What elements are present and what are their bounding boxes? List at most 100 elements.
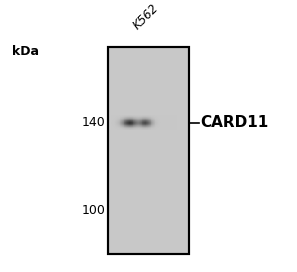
Bar (142, 124, 143, 125)
Bar (120, 125, 121, 126)
Bar (169, 116, 170, 117)
Bar (133, 125, 135, 126)
Bar (162, 115, 163, 116)
Bar (118, 128, 119, 129)
Bar (161, 128, 162, 129)
Bar (130, 119, 131, 120)
Bar (119, 127, 121, 128)
Bar (151, 115, 152, 116)
Bar (134, 118, 135, 119)
Bar (116, 121, 117, 122)
Bar (120, 116, 121, 117)
Bar (140, 125, 141, 126)
Bar (175, 125, 176, 126)
Bar (151, 122, 152, 123)
Bar (172, 122, 173, 123)
Bar (151, 121, 152, 122)
Bar (153, 116, 154, 117)
Bar (165, 125, 166, 126)
Bar (147, 127, 148, 128)
Bar (131, 116, 132, 117)
Bar (122, 115, 123, 116)
Bar (149, 129, 150, 130)
Bar (113, 120, 114, 121)
Bar (119, 128, 120, 129)
Bar (155, 116, 156, 117)
Bar (160, 124, 162, 125)
Bar (135, 120, 136, 121)
Bar (151, 129, 152, 130)
Bar (164, 117, 165, 118)
Bar (157, 115, 158, 116)
Bar (152, 120, 153, 121)
Bar (160, 126, 162, 127)
Bar (125, 121, 126, 122)
Bar (119, 127, 121, 128)
Bar (156, 118, 157, 119)
Bar (174, 118, 175, 119)
Bar (126, 120, 127, 121)
Bar (138, 125, 140, 126)
Bar (171, 121, 172, 122)
Bar (175, 127, 176, 128)
Bar (115, 120, 116, 121)
Bar (167, 124, 168, 125)
Bar (135, 119, 136, 120)
Text: 140: 140 (82, 116, 105, 129)
Bar (124, 120, 126, 121)
Bar (127, 128, 128, 129)
Bar (128, 118, 129, 119)
Bar (123, 125, 124, 126)
Bar (120, 117, 121, 118)
Bar (149, 117, 150, 118)
Bar (159, 116, 160, 117)
Bar (143, 121, 144, 122)
Bar (146, 117, 148, 118)
Bar (124, 121, 125, 122)
Bar (162, 128, 163, 129)
Bar (132, 115, 134, 116)
Bar (150, 127, 151, 128)
Bar (131, 121, 132, 122)
Bar (176, 124, 177, 125)
Bar (156, 125, 157, 126)
Bar (172, 119, 173, 120)
Bar (172, 125, 173, 126)
Bar (146, 116, 147, 117)
Bar (144, 118, 145, 119)
Bar (152, 126, 153, 127)
Bar (128, 129, 129, 130)
Bar (156, 117, 157, 118)
Bar (159, 128, 161, 129)
Bar (169, 122, 170, 123)
Bar (141, 128, 142, 129)
Bar (169, 123, 170, 124)
Bar (126, 116, 127, 117)
Bar (119, 121, 121, 122)
Bar (141, 117, 142, 118)
Bar (131, 124, 132, 125)
Bar (150, 122, 151, 123)
Bar (153, 121, 154, 122)
Bar (138, 122, 139, 123)
Bar (151, 118, 153, 119)
Bar (161, 121, 162, 122)
Bar (146, 123, 148, 124)
Bar (166, 117, 167, 118)
Bar (146, 125, 148, 126)
Bar (155, 122, 156, 123)
Bar (122, 119, 123, 120)
Bar (166, 119, 167, 120)
Bar (138, 126, 140, 127)
Bar (124, 120, 126, 121)
Bar (143, 122, 144, 123)
Bar (124, 123, 126, 124)
Bar (171, 115, 172, 116)
Bar (112, 116, 113, 117)
Bar (149, 122, 150, 123)
Bar (156, 116, 157, 117)
Bar (138, 123, 140, 124)
Bar (170, 122, 171, 123)
Bar (170, 127, 171, 128)
Bar (156, 124, 157, 125)
